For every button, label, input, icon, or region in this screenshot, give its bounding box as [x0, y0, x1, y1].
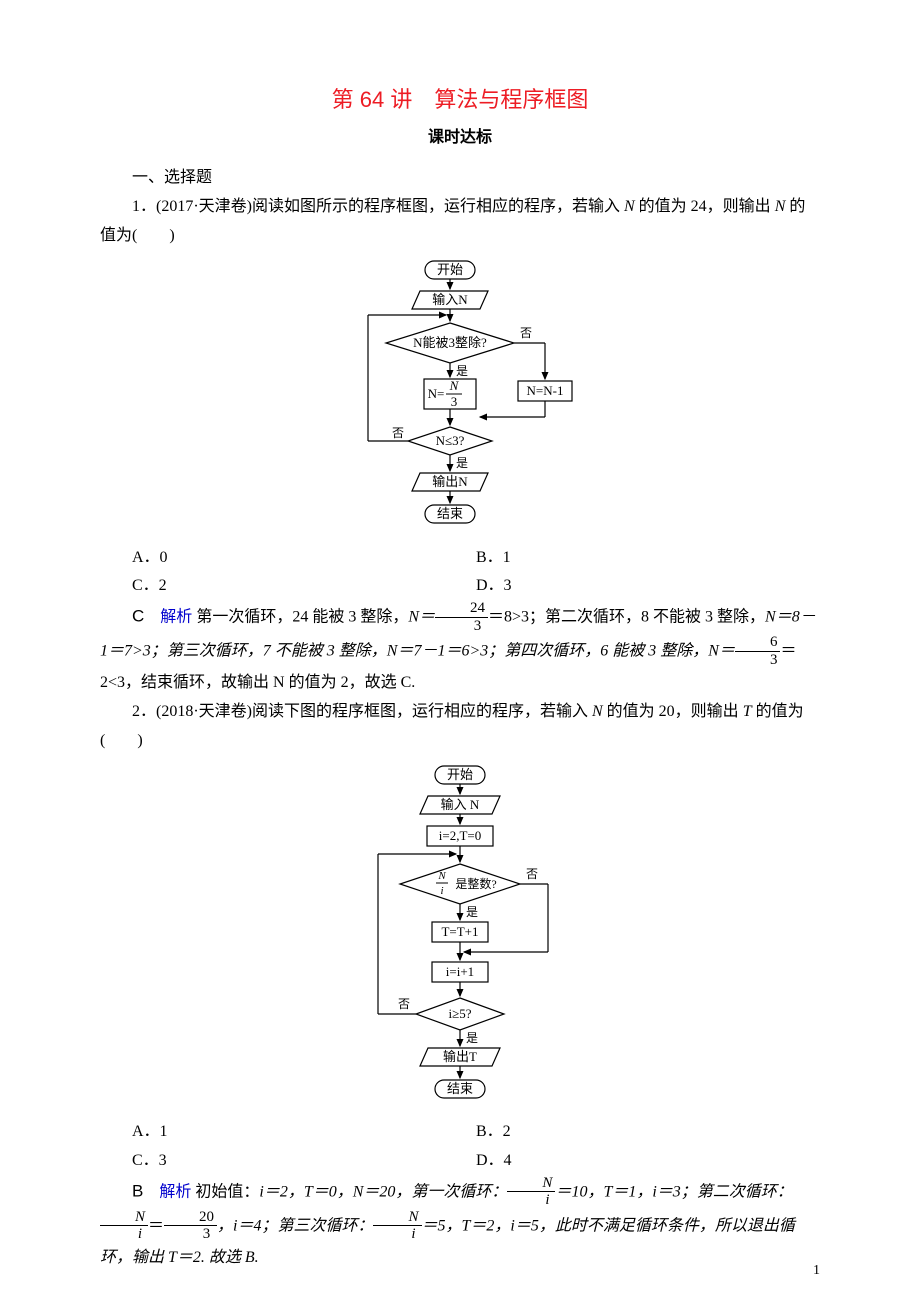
a2-f3-den: i	[373, 1226, 421, 1243]
fc2-cond2: i≥5?	[448, 1006, 471, 1021]
document-page: 第 64 讲 算法与程序框图 课时达标 一、选择题 1．(2017·天津卷)阅读…	[0, 0, 920, 1313]
a1-f1-rhs: ＝8>3；第二次循环，8 不能被 3 整除，	[488, 609, 765, 626]
q1-stem: 1．(2017·天津卷)阅读如图所示的程序框图，运行相应的程序，若输入 N 的值…	[100, 193, 820, 251]
a2-f1-den: i	[507, 1192, 555, 1209]
q2-flowchart: 开始 输入 N i=2,T=0 N i 是整数? 否 是 T=T+1	[100, 762, 820, 1113]
a1-f2-num: 6	[735, 634, 781, 652]
fc2-no1: 否	[526, 867, 538, 881]
q1-answer: C 解析 第一次循环，24 能被 3 整除，N＝243＝8>3；第二次循环，8 …	[100, 601, 820, 698]
a2-f1-num: N	[507, 1175, 555, 1193]
fc2-c1-txt: 是整数?	[455, 876, 496, 891]
fc2-c1-den: i	[440, 885, 443, 897]
a2-f2b-den: 3	[164, 1226, 217, 1243]
a2-t2: ＝10，T＝1，i＝3；第二次循环：	[555, 1184, 792, 1201]
a1-frac2: 63	[735, 634, 781, 668]
q1-stem-mid: 的值为 24，则输出	[635, 198, 775, 215]
a1-f1-den: 3	[435, 618, 488, 635]
a2-f3-num: N	[373, 1209, 421, 1227]
page-subtitle: 课时达标	[100, 124, 820, 153]
fc1-cond2: N≤3?	[436, 433, 465, 448]
a2-frac2b: 203	[164, 1209, 217, 1243]
q1-analysis-label: 解析	[160, 609, 192, 626]
fc1-end: 结束	[437, 506, 463, 521]
fc1-yes1: 是	[456, 364, 468, 378]
q2-var1: N	[592, 703, 603, 720]
q1-option-b: B．1	[476, 544, 820, 573]
a2-frac3: Ni	[373, 1209, 421, 1243]
fc2-box1: T=T+1	[441, 924, 478, 939]
q2-answer-letter: B	[132, 1182, 143, 1201]
a2-t3: ，i＝4；第三次循环：	[217, 1218, 373, 1235]
q2-option-b: B．2	[476, 1118, 820, 1147]
q2-option-a: A．1	[132, 1118, 476, 1147]
a2-f2b-num: 20	[164, 1209, 217, 1227]
fc1-start: 开始	[437, 262, 463, 277]
q1-stem-pre: 1．(2017·天津卷)阅读如图所示的程序框图，运行相应的程序，若输入	[132, 198, 624, 215]
q2-analysis-label: 解析	[159, 1184, 191, 1201]
q2-option-d: D．4	[476, 1147, 820, 1176]
a2-f2a-num: N	[100, 1209, 148, 1227]
page-title: 第 64 讲 算法与程序框图	[100, 80, 820, 120]
q2-stem: 2．(2018·天津卷)阅读下图的程序框图，运行相应的程序，若输入 N 的值为 …	[100, 698, 820, 756]
page-number: 1	[813, 1258, 820, 1283]
q1-option-d: D．3	[476, 572, 820, 601]
fc1-no1: 否	[520, 326, 532, 340]
fc1-box1-num: N	[449, 378, 460, 393]
fc1-box2: N=N-1	[527, 383, 564, 398]
fc2-no2: 否	[398, 997, 410, 1011]
q1-option-c: C．2	[132, 572, 476, 601]
fc1-no2: 否	[392, 426, 404, 440]
fc2-output: 输出T	[443, 1049, 477, 1064]
a2-t1: 初始值：	[191, 1184, 259, 1201]
a2-frac2a: Ni	[100, 1209, 148, 1243]
q1-options: A．0 B．1 C．2 D．3	[100, 544, 820, 602]
fc2-box2: i=i+1	[446, 964, 474, 979]
a1-f1-lhs: N＝	[408, 609, 435, 626]
q2-options: A．1 B．2 C．3 D．4	[100, 1118, 820, 1176]
fc1-output: 输出N	[432, 474, 468, 489]
fc2-init: i=2,T=0	[439, 828, 481, 843]
q2-var2: T	[743, 703, 752, 720]
a1-frac1: 243	[435, 600, 488, 634]
fc2-c1-num: N	[437, 870, 446, 882]
a1-t1: 第一次循环，24 能被 3 整除，	[192, 609, 408, 626]
q2-stem-pre: 2．(2018·天津卷)阅读下图的程序框图，运行相应的程序，若输入	[132, 703, 592, 720]
fc1-cond1: N能被3整除?	[413, 335, 487, 350]
fc2-end: 结束	[447, 1081, 473, 1096]
a2-f2a-den: i	[100, 1226, 148, 1243]
q2-answer: B 解析 初始值：i＝2，T＝0，N＝20，第一次循环：Ni＝10，T＝1，i＝…	[100, 1176, 820, 1273]
fc2-yes1: 是	[466, 905, 478, 919]
a2-frac1: Ni	[507, 1175, 555, 1209]
q1-var2: N	[775, 198, 786, 215]
fc2-start: 开始	[447, 767, 473, 782]
a2-t1b: i＝2，T＝0，N＝20，第一次循环：	[259, 1184, 507, 1201]
fc2-yes2: 是	[466, 1031, 478, 1045]
a1-f2-den: 3	[735, 652, 781, 669]
q1-option-a: A．0	[132, 544, 476, 573]
q1-var1: N	[624, 198, 635, 215]
q1-flowchart: 开始 输入N N能被3整除? 否 是 N= N 3 N=N-1	[100, 257, 820, 538]
fc2-input: 输入 N	[441, 797, 480, 812]
a1-f1-num: 24	[435, 600, 488, 618]
fc1-yes2: 是	[456, 456, 468, 470]
section-heading: 一、选择题	[100, 164, 820, 193]
a2-mid-eq: ＝	[148, 1218, 164, 1235]
fc1-box1-lhs: N=	[428, 386, 445, 401]
q2-option-c: C．3	[132, 1147, 476, 1176]
fc1-input: 输入N	[432, 292, 468, 307]
q1-answer-letter: C	[132, 607, 144, 626]
q2-stem-mid: 的值为 20，则输出	[603, 703, 743, 720]
fc1-box1-den: 3	[451, 394, 458, 409]
